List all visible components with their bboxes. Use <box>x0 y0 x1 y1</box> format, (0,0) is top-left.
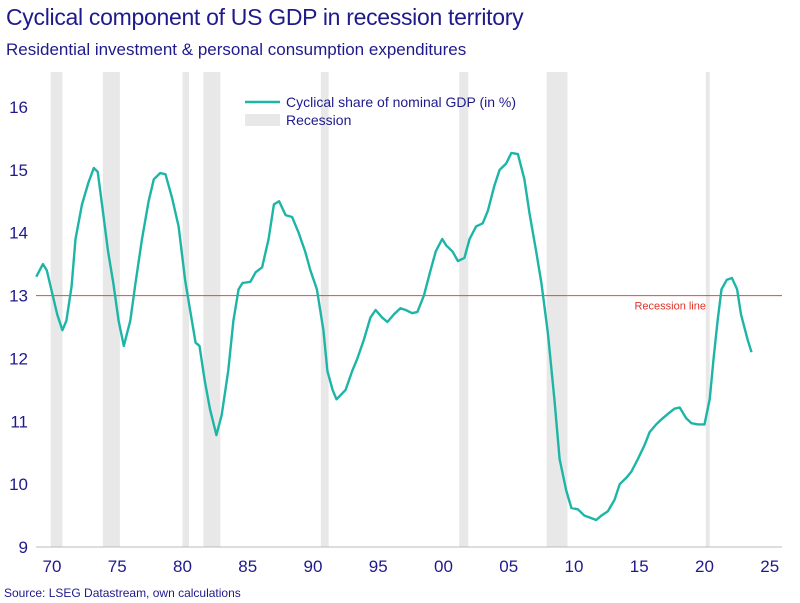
x-tick-label: 75 <box>108 557 127 576</box>
x-tick-label: 90 <box>304 557 323 576</box>
y-tick-label: 10 <box>9 475 28 494</box>
y-tick-label: 13 <box>9 287 28 306</box>
x-tick-label: 05 <box>499 557 518 576</box>
legend-label-recession: Recession <box>286 112 351 128</box>
recession-band <box>546 72 568 547</box>
x-tick-label: 70 <box>43 557 62 576</box>
legend-label-series: Cyclical share of nominal GDP (in %) <box>286 94 516 110</box>
x-tick-label: 95 <box>369 557 388 576</box>
recession-line-label: Recession line <box>634 301 706 313</box>
x-tick-label: 10 <box>565 557 584 576</box>
source-note: Source: LSEG Datastream, own calculation… <box>4 586 241 600</box>
chart-subtitle: Residential investment & personal consum… <box>6 40 467 59</box>
y-tick-label: 16 <box>9 98 28 117</box>
recession-band <box>182 72 190 547</box>
y-tick-label: 15 <box>9 161 28 180</box>
chart-title: Cyclical component of US GDP in recessio… <box>6 4 524 30</box>
recession-band <box>320 72 329 547</box>
y-tick-label: 9 <box>19 538 28 557</box>
recession-band <box>705 72 710 547</box>
x-tick-label: 00 <box>434 557 453 576</box>
x-tick-label: 25 <box>760 557 779 576</box>
x-axis-ticks: 70 75 80 85 90 95 00 05 10 15 20 25 <box>43 557 780 576</box>
recession-band <box>459 72 469 547</box>
x-tick-label: 80 <box>173 557 192 576</box>
x-tick-label: 20 <box>695 557 714 576</box>
x-tick-label: 15 <box>630 557 649 576</box>
recession-bands <box>50 72 710 547</box>
recession-band <box>102 72 120 547</box>
y-axis-ticks: 9 10 11 12 13 14 15 16 <box>9 98 28 557</box>
y-tick-label: 14 <box>9 224 28 243</box>
x-tick-label: 85 <box>238 557 257 576</box>
y-tick-label: 11 <box>10 412 28 431</box>
y-tick-label: 12 <box>9 349 28 368</box>
series-line-cyclical-share <box>35 151 753 522</box>
legend-swatch-recession <box>245 114 280 126</box>
legend: Cyclical share of nominal GDP (in %) Rec… <box>245 94 516 128</box>
recession-band <box>203 72 221 547</box>
